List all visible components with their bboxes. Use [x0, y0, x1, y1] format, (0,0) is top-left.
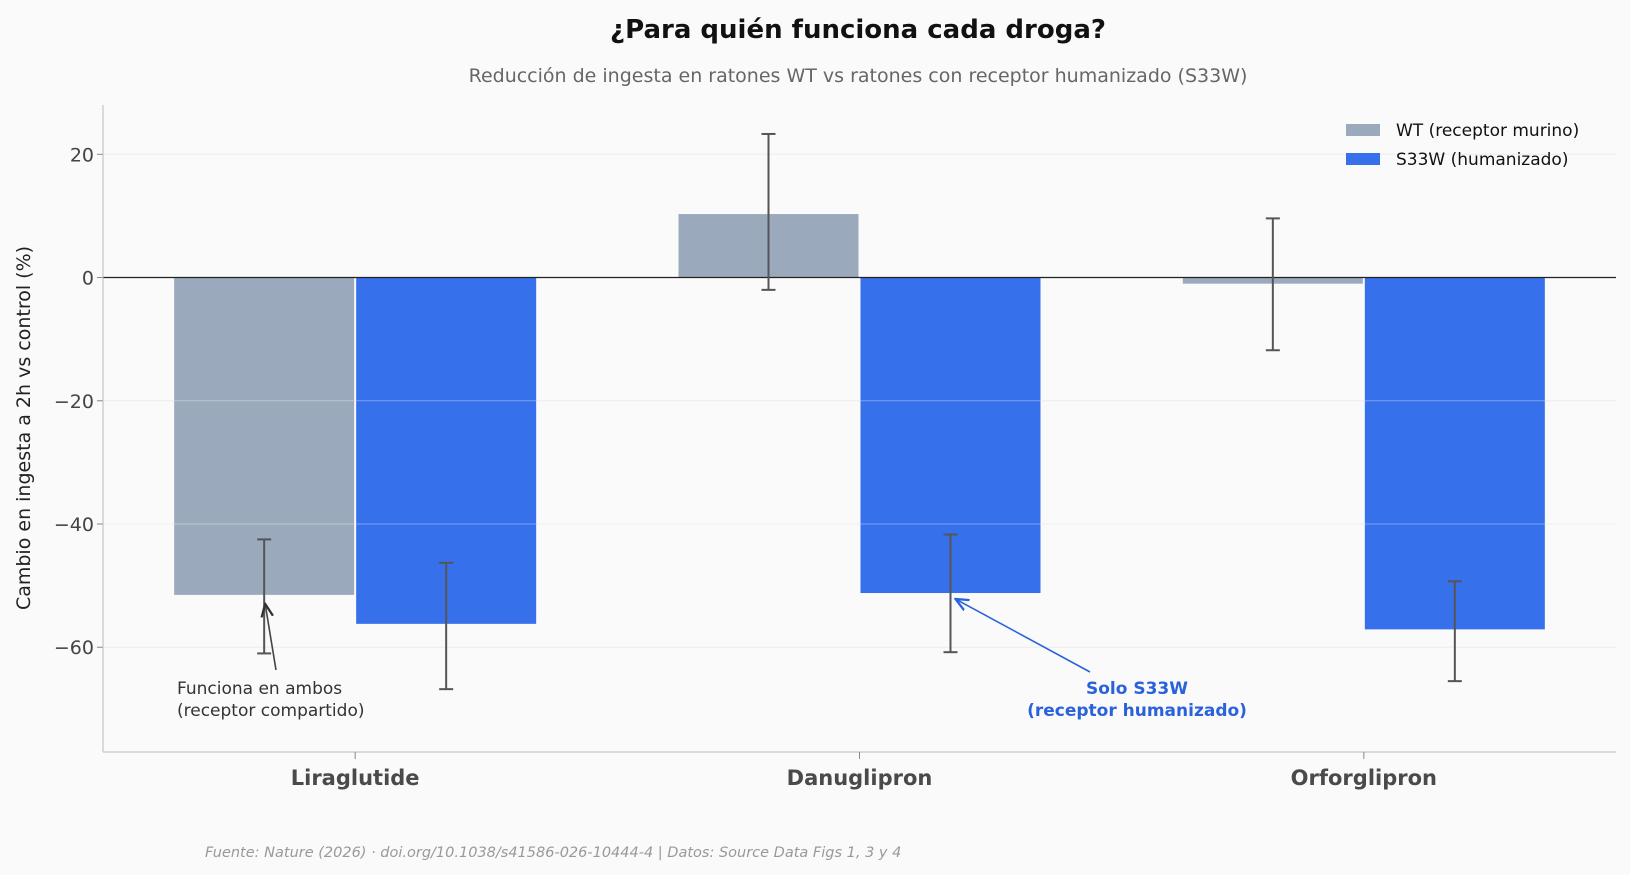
annotations: Funciona en ambos (receptor compartido) So… [177, 599, 1247, 721]
x-tick-label-danuglipron: Danuglipron [787, 766, 933, 790]
y-tick-label: 20 [70, 144, 94, 166]
legend-label: WT (receptor murino) [1396, 121, 1579, 141]
annotation-line: (receptor compartido) [177, 701, 364, 721]
error-bar-danuglipron-wt [761, 132, 776, 291]
error-bars [257, 132, 1462, 691]
annotation-text-liraglutide: Funciona en ambos (receptor compartido) [177, 679, 364, 721]
x-tick-label-liraglutide: Liraglutide [291, 766, 420, 790]
error-bar-danuglipron-s33w [943, 533, 958, 654]
source-footer: Fuente: Nature (2026) · doi.org/10.1038/… [205, 845, 901, 861]
annotation-line: Funciona en ambos [177, 679, 342, 699]
annotation-line: (receptor humanizado) [1027, 701, 1247, 721]
y-tick-label: 0 [82, 268, 94, 290]
chart-title: ¿Para quién funciona cada droga? [610, 15, 1106, 45]
chart-subtitle: Reducción de ingesta en ratones WT vs ra… [469, 65, 1248, 87]
error-bar-orforglipron-wt [1265, 217, 1280, 352]
annotation-line: Solo S33W [1086, 679, 1188, 699]
y-axis-label: Cambio en ingesta a 2h vs control (%) [13, 246, 35, 610]
error-bar-liraglutide-s33w [439, 561, 454, 691]
legend: WT (receptor murino) S33W (humanizado) [1346, 121, 1579, 170]
y-tick-label: −60 [54, 637, 94, 659]
legend-item-wt: WT (receptor murino) [1346, 121, 1579, 141]
axes: 20 0 −20 −40 −60 Liraglutide Danuglipron Orforg… [54, 105, 1616, 790]
annotation-arrow-danuglipron [956, 599, 1091, 673]
y-tick-label: −40 [54, 514, 94, 536]
legend-label: S33W (humanizado) [1396, 150, 1568, 170]
y-tick-label: −20 [54, 391, 94, 413]
error-bar-liraglutide-wt [257, 538, 272, 655]
legend-swatch [1346, 124, 1380, 136]
legend-item-s33w: S33W (humanizado) [1346, 150, 1568, 170]
bars [103, 153, 1616, 648]
annotation-text-danuglipron: Solo S33W (receptor humanizado) [1027, 679, 1247, 721]
bar-orforglipron-s33w [1364, 277, 1545, 630]
x-tick-label-orforglipron: Orforglipron [1291, 766, 1437, 790]
annotation-arrow-liraglutide [265, 604, 277, 671]
error-bar-orforglipron-s33w [1447, 580, 1462, 683]
legend-swatch [1346, 153, 1380, 165]
